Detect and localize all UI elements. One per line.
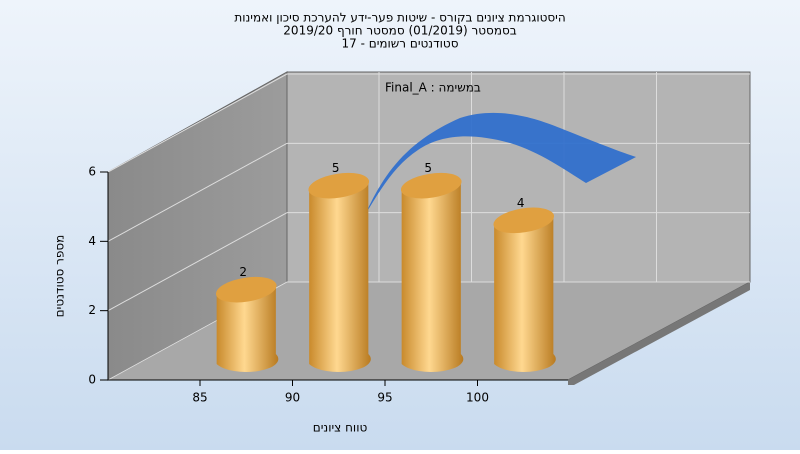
x-axis-label: טווח ציונים xyxy=(313,421,368,435)
bar-top xyxy=(400,172,462,199)
bar-top xyxy=(308,172,370,199)
chart-title: בסמסטר (01/2019) סמסטר חורף 2019/20 xyxy=(283,24,516,38)
grid-line xyxy=(107,73,288,173)
bar-top xyxy=(215,276,277,303)
y-tick-label: 6 xyxy=(88,165,96,179)
bar xyxy=(216,284,279,372)
x-tick-label: 85 xyxy=(192,391,207,405)
grid-line xyxy=(107,212,288,312)
bar xyxy=(309,180,371,372)
bars: 2 5 5 4 xyxy=(215,161,556,372)
bar xyxy=(494,215,556,372)
distribution-curve xyxy=(365,112,636,215)
annotation: Final_A : במשימה xyxy=(385,81,481,95)
chart-title: סטודנטים רשומים - 17 xyxy=(341,37,458,51)
x-tick-label: 95 xyxy=(377,391,392,405)
x-tick-label: 100 xyxy=(466,391,489,405)
data-label: 5 xyxy=(332,161,340,175)
floor-edge xyxy=(568,282,750,385)
data-label: 2 xyxy=(239,265,247,279)
data-label: 5 xyxy=(424,161,432,175)
y-tick-label: 2 xyxy=(88,303,96,317)
bar xyxy=(401,180,464,372)
bar-top xyxy=(493,207,555,234)
y-tick-label: 0 xyxy=(88,373,96,387)
y-axis-label: מספר סטודנטים xyxy=(53,235,67,318)
grid-line xyxy=(107,142,288,242)
x-tick-label: 90 xyxy=(285,391,300,405)
data-label: 4 xyxy=(517,196,525,210)
chart-title: היסטוגרמת ציונים בקורס - שיטות פער-ידע ל… xyxy=(234,11,565,25)
y-tick-label: 4 xyxy=(88,234,96,248)
